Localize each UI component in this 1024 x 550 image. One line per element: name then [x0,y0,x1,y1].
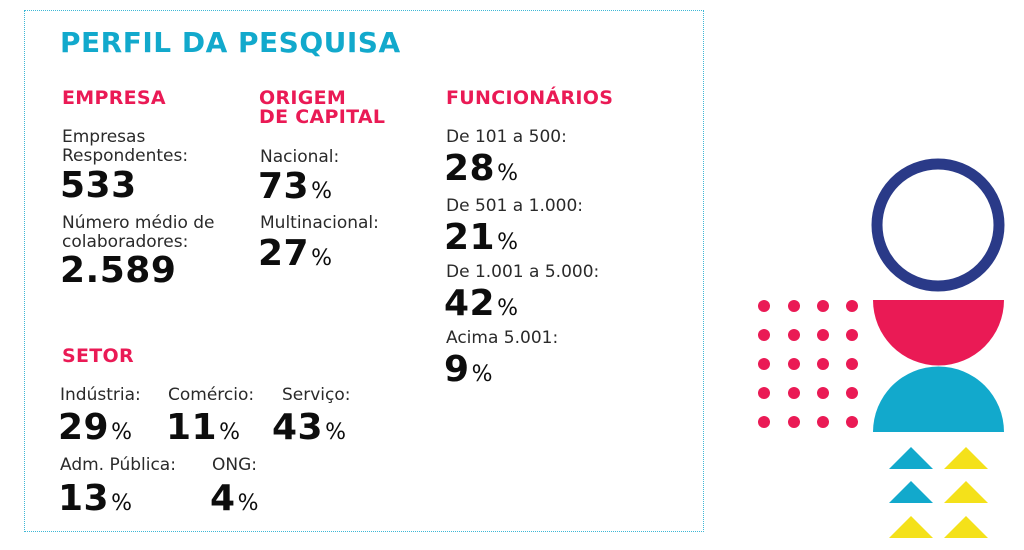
cyan-half-circle-shape [873,366,1004,432]
funcionarios-heading: FUNCIONÁRIOS [446,87,614,109]
multinacional-label: Multinacional: [260,213,379,233]
decorative-illustration [758,158,1005,538]
setor-value-servico: 43% [272,407,347,448]
respondentes-label-line2: Respondentes: [62,146,189,166]
setor-label-ong: ONG: [212,455,257,475]
funcionarios-label-1001-5000: De 1.001 a 5.000: [446,262,600,282]
funcionarios-value-acima-5001: 9% [444,349,493,390]
origem-heading-line1: ORIGEM [259,87,347,109]
magenta-half-circle-shape [873,300,1004,366]
setor-label-adm-publica: Adm. Pública: [60,455,176,475]
setor-value-industria: 29% [58,407,133,448]
dot-grid [758,300,858,428]
origem-heading-line2: DE CAPITAL [259,106,386,128]
funcionarios-value-1001-5000: 42% [444,283,519,324]
funcionarios-label-acima-5001: Acima 5.001: [446,328,559,348]
multinacional-value: 27% [258,233,333,274]
navy-ring-shape [871,158,1005,292]
setor-label-servico: Serviço: [282,385,351,405]
survey-profile-panel [24,10,704,532]
funcionarios-value-101-500: 28% [444,148,519,189]
colaboradores-label-line2: colaboradores: [62,232,189,252]
respondentes-value: 533 [60,165,137,206]
nacional-label: Nacional: [260,147,340,167]
colaboradores-label-line1: Número médio de [62,213,215,233]
setor-heading: SETOR [62,345,134,367]
triangle-pattern [889,447,988,538]
setor-value-comercio: 11% [166,407,241,448]
funcionarios-value-501-1000: 21% [444,217,519,258]
setor-label-comercio: Comércio: [168,385,255,405]
setor-label-industria: Indústria: [60,385,141,405]
respondentes-label-line1: Empresas [62,127,146,147]
funcionarios-label-501-1000: De 501 a 1.000: [446,196,584,216]
colaboradores-value: 2.589 [60,250,177,291]
page-title: PERFIL DA PESQUISA [60,26,401,59]
setor-value-ong: 4% [210,478,259,519]
setor-value-adm-publica: 13% [58,478,133,519]
funcionarios-label-101-500: De 101 a 500: [446,127,567,147]
nacional-value: 73% [258,166,333,207]
empresa-heading: EMPRESA [62,87,166,109]
